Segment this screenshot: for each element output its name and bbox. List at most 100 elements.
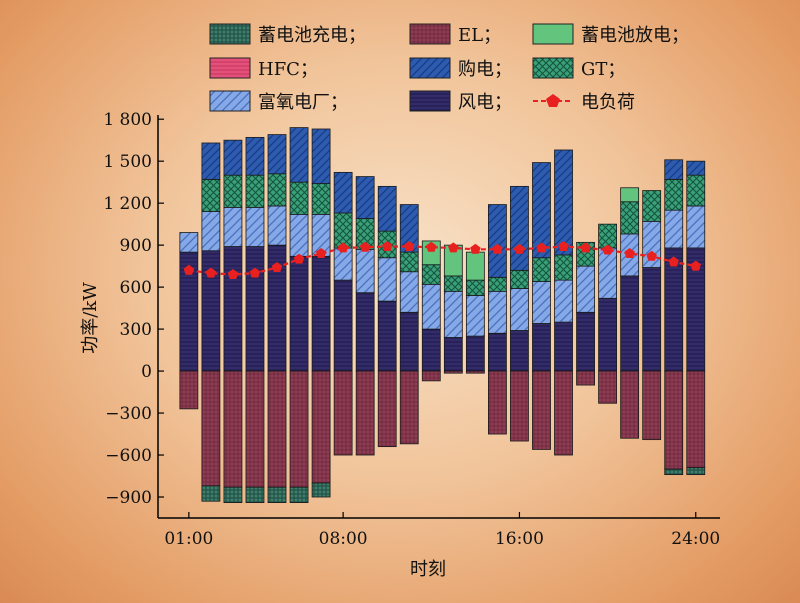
- bar-oxy: [576, 265, 595, 313]
- bar-gt: [598, 223, 617, 249]
- bar-purchase: [223, 139, 243, 176]
- load-point: [249, 267, 261, 278]
- bar-gt: [289, 181, 309, 215]
- bar-gt: [399, 251, 419, 273]
- bar-charge: [664, 468, 684, 476]
- legend-swatch-hfc: [209, 57, 251, 79]
- bar-oxy: [532, 281, 551, 324]
- legend-item-hfc: HFC；: [209, 57, 318, 80]
- legend-label-el: EL；: [458, 25, 501, 46]
- bar-el: [532, 370, 551, 450]
- y-tick-label: 300: [120, 320, 152, 340]
- bar-oxy: [510, 288, 529, 331]
- load-line: [188, 245, 696, 276]
- load-point: [293, 253, 305, 264]
- bar-charge: [686, 467, 706, 476]
- x-tick-label: 08:00: [319, 529, 368, 549]
- legend-item-purchase: 购电；: [409, 57, 512, 80]
- bar-wind: [510, 330, 529, 372]
- bar-charge: [201, 485, 221, 502]
- legend-swatch-charge: [209, 23, 251, 45]
- bar-wind: [642, 267, 662, 372]
- legend-swatch-discharge: [532, 23, 574, 45]
- bar-oxy: [443, 290, 463, 338]
- bar-charge: [223, 486, 243, 504]
- bar-wind: [443, 337, 463, 372]
- bar-wind: [576, 311, 595, 372]
- bar-gt: [510, 269, 529, 289]
- bar-oxy: [223, 206, 243, 247]
- bar-oxy: [465, 295, 485, 337]
- bar-purchase: [311, 128, 331, 184]
- load-point: [492, 243, 503, 254]
- load-point: [580, 242, 591, 253]
- load-point: [470, 243, 481, 254]
- bar-gt: [686, 174, 706, 207]
- bar-charge: [289, 486, 309, 504]
- legend-label-hfc: HFC；: [258, 59, 318, 80]
- legend-swatch-el: [409, 23, 451, 45]
- bar-purchase: [399, 204, 419, 253]
- legend: 蓄电池充电； EL； 蓄电池放电； HFC； 购电； GT；: [209, 23, 689, 113]
- legend-label-charge: 蓄电池充电；: [258, 25, 366, 46]
- legend-label-oxy: 富氧电厂；: [258, 92, 348, 113]
- bar-el: [267, 370, 287, 488]
- load-point: [624, 248, 635, 258]
- y-tick-label: −300: [105, 404, 152, 424]
- bar-wind: [620, 275, 640, 372]
- bar-gt: [223, 174, 243, 208]
- bar-discharge: [620, 187, 640, 203]
- bar-el: [686, 370, 706, 469]
- bar-purchase: [333, 171, 353, 214]
- bar-purchase: [488, 204, 507, 278]
- plot-area: −900 −600 −300 0 300 600 900 1 200 1 500 1 800 01:…: [103, 110, 720, 549]
- load-point: [271, 262, 283, 272]
- load-point: [448, 242, 459, 253]
- bar-wind: [223, 246, 243, 372]
- bar-wind: [399, 311, 419, 372]
- y-tick-label: −900: [105, 488, 152, 508]
- bar-el: [620, 370, 640, 439]
- load-point: [337, 242, 349, 253]
- legend-label-load: 电负荷: [581, 92, 635, 113]
- load-point: [359, 241, 371, 252]
- legend-item-el: EL；: [409, 23, 501, 46]
- bar-el: [223, 370, 243, 488]
- bar-gt: [488, 276, 507, 292]
- bar-oxy: [201, 211, 221, 252]
- bar-wind: [311, 255, 331, 372]
- bar-purchase: [267, 134, 287, 175]
- y-tick-label: 600: [120, 278, 152, 298]
- bar-gt: [443, 275, 463, 292]
- bar-purchase: [532, 162, 551, 259]
- bar-oxy: [399, 271, 419, 313]
- load-point: [646, 250, 657, 261]
- load-point: [382, 241, 393, 251]
- bar-purchase: [245, 136, 265, 176]
- bar-oxy: [179, 232, 199, 253]
- bar-wind: [289, 255, 309, 372]
- load-point: [602, 244, 613, 255]
- bar-wind: [245, 246, 265, 372]
- legend-item-discharge: 蓄电池放电；: [532, 23, 689, 46]
- bar-discharge: [465, 251, 485, 281]
- legend-label-purchase: 购电；: [458, 59, 512, 80]
- legend-item-oxy: 富氧电厂；: [209, 90, 348, 113]
- bar-el: [311, 370, 331, 484]
- bar-gt: [532, 257, 551, 282]
- load-point: [668, 256, 679, 267]
- bar-gt: [267, 173, 287, 207]
- x-tick-label: 24:00: [671, 529, 720, 549]
- bar-gt: [642, 190, 662, 222]
- bar-charge: [311, 482, 331, 498]
- bar-wind: [421, 328, 441, 372]
- load-point: [404, 241, 415, 251]
- bar-el: [245, 370, 265, 488]
- bar-wind: [554, 321, 573, 372]
- legend-label-wind: 风电；: [458, 92, 512, 113]
- y-tick-label: 900: [120, 236, 152, 256]
- bar-oxy: [664, 209, 684, 249]
- bar-gt: [311, 183, 331, 215]
- bar-wind: [465, 335, 485, 372]
